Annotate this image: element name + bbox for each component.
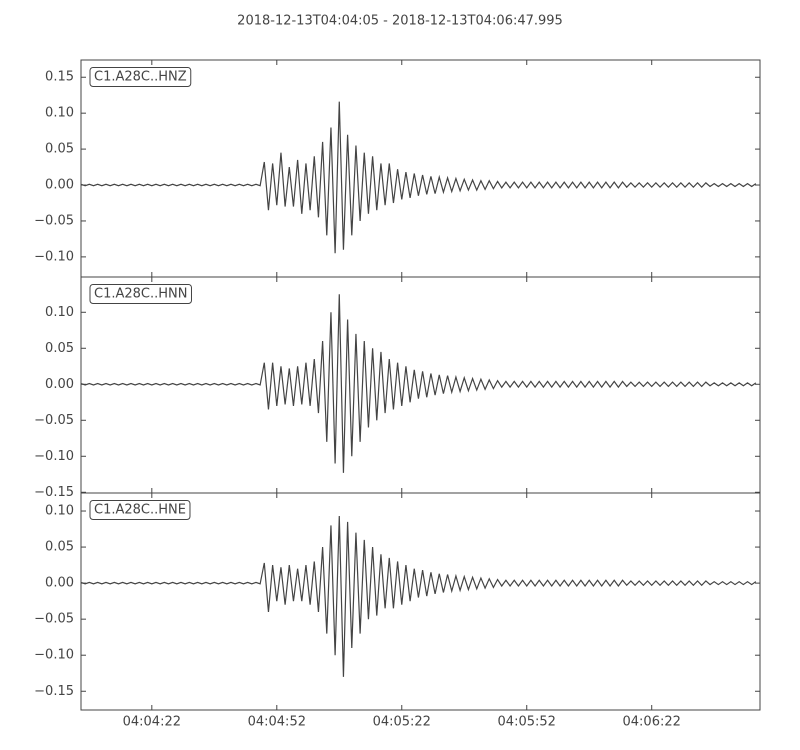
x-tick-label: 04:04:22 (123, 715, 181, 730)
y-tick-label: −0.15 (34, 684, 74, 699)
y-tick-label: 0.00 (45, 576, 74, 591)
y-tick-label: 0.15 (45, 70, 74, 85)
y-tick-label: 0.05 (45, 142, 74, 157)
waveform (80, 516, 757, 677)
trace-label: C1.A28C..HNN (94, 287, 187, 302)
trace-label: C1.A28C..HNZ (94, 70, 187, 85)
trace-label: C1.A28C..HNE (94, 503, 186, 518)
y-tick-label: −0.10 (34, 249, 74, 264)
y-tick-label: 0.10 (45, 305, 74, 320)
x-tick-label: 04:06:22 (623, 715, 681, 730)
y-tick-label: −0.05 (34, 612, 74, 627)
trace-label-box (89, 284, 192, 304)
waveform (80, 101, 757, 254)
x-tick-label: 04:05:22 (373, 715, 431, 730)
trace-label-box (89, 500, 191, 520)
panel-frame (80, 492, 761, 711)
y-tick-label: 0.10 (45, 106, 74, 121)
y-tick-label: 0.05 (45, 341, 74, 356)
chart-title: 2018-12-13T04:04:05 - 2018-12-13T04:06:4… (237, 14, 563, 29)
x-tick-label: 04:05:52 (498, 715, 556, 730)
y-tick-label: −0.05 (34, 213, 74, 228)
y-tick-label: 0.05 (45, 540, 74, 555)
y-tick-label: −0.10 (34, 449, 74, 464)
y-tick-label: −0.15 (34, 485, 74, 500)
y-tick-label: −0.10 (34, 648, 74, 663)
y-tick-label: −0.05 (34, 413, 74, 428)
x-tick-label: 04:04:52 (248, 715, 306, 730)
y-tick-label: 0.00 (45, 377, 74, 392)
waveform (80, 294, 757, 473)
trace-label-box (89, 67, 192, 87)
y-tick-label: 0.10 (45, 504, 74, 519)
y-tick-label: 0.00 (45, 178, 74, 193)
